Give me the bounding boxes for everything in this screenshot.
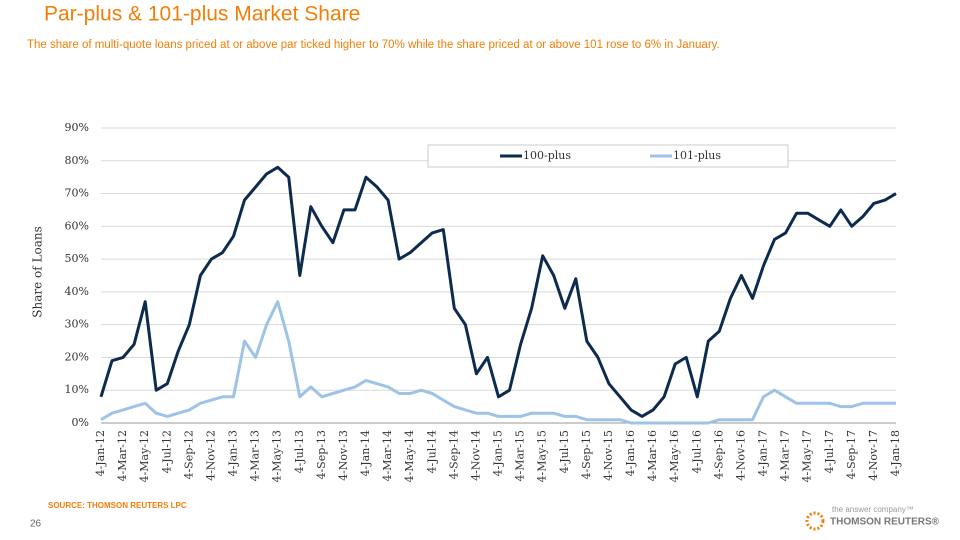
x-tick-label: 4-Jan-12 — [94, 430, 107, 476]
x-tick-label: 4-Nov-15 — [602, 430, 615, 481]
x-tick-label: 4-Jan-15 — [492, 430, 505, 476]
y-tick-label: 20% — [65, 350, 89, 363]
legend-box — [427, 144, 789, 168]
x-tick-label: 4-Jan-17 — [757, 430, 770, 476]
y-tick-label: 50% — [65, 252, 89, 265]
brand-logo — [805, 511, 825, 531]
x-tick-label: 4-Mar-16 — [646, 430, 659, 482]
x-tick-label: 4-May-14 — [403, 430, 416, 482]
x-tick-label: 4-Sep-15 — [580, 430, 593, 480]
x-tick-label: 4-Sep-14 — [447, 430, 460, 480]
x-tick-label: 4-Sep-13 — [315, 430, 328, 480]
series-line — [100, 300, 896, 425]
x-tick-label: 4-Jul-14 — [425, 430, 438, 473]
x-tick-label: 4-Jan-18 — [889, 430, 902, 476]
x-tick-label: 4-Nov-17 — [867, 430, 880, 481]
x-tick-label: 4-May-15 — [536, 430, 549, 482]
y-tick-label: 80% — [65, 154, 89, 167]
legend-label: 101-plus — [673, 149, 721, 162]
source-note: SOURCE: THOMSON REUTERS LPC — [48, 501, 187, 510]
x-tick-label: 4-Sep-12 — [182, 430, 195, 480]
x-tick-label: 4-Sep-17 — [845, 430, 858, 480]
slide-subtitle: The share of multi-quote loans priced at… — [27, 39, 720, 51]
y-tick-label: 0% — [72, 416, 89, 429]
x-tick-label: 4-Mar-12 — [116, 430, 129, 482]
x-tick-label: 4-Mar-17 — [779, 430, 792, 482]
x-tick-label: 4-Nov-16 — [734, 430, 747, 481]
x-tick-label: 4-Jul-15 — [558, 430, 571, 473]
x-tick-label: 4-Mar-13 — [249, 430, 262, 482]
x-tick-label: 4-Jul-17 — [823, 430, 836, 473]
slide-title: Par-plus & 101-plus Market Share — [44, 3, 360, 26]
y-tick-label: 60% — [65, 219, 89, 232]
x-tick-label: 4-Sep-16 — [712, 430, 725, 480]
y-tick-label: 10% — [65, 383, 89, 396]
x-tick-label: 4-May-12 — [138, 430, 151, 482]
x-tick-label: 4-May-16 — [668, 430, 681, 482]
x-tick-label: 4-Mar-15 — [514, 430, 527, 482]
legend-label: 100-plus — [523, 149, 571, 162]
series-line — [99, 165, 897, 418]
y-tick-label: 90% — [65, 121, 89, 134]
x-tick-label: 4-Jan-16 — [624, 430, 637, 476]
x-tick-label: 4-Mar-14 — [381, 430, 394, 482]
x-tick-label: 4-Nov-13 — [337, 430, 350, 481]
x-tick-label: 4-Nov-14 — [469, 430, 482, 481]
page-number: 26 — [30, 519, 42, 530]
x-tick-label: 4-Nov-12 — [204, 430, 217, 481]
x-tick-label: 4-Jul-16 — [690, 430, 703, 473]
x-tick-label: 4-Jul-13 — [293, 430, 306, 473]
x-tick-label: 4-Jan-13 — [227, 430, 240, 476]
brand-name: THOMSON REUTERS® — [830, 517, 940, 528]
y-tick-label: 40% — [65, 285, 89, 298]
x-tick-label: 4-Jul-12 — [160, 430, 173, 473]
y-tick-label: 30% — [65, 318, 89, 331]
x-tick-label: 4-May-13 — [271, 430, 284, 482]
brand-tagline: the answer company™ — [832, 505, 914, 514]
y-axis-label: Share of Loans — [31, 226, 45, 317]
y-tick-label: 70% — [65, 187, 89, 200]
x-tick-label: 4-Jan-14 — [359, 430, 372, 476]
x-tick-label: 4-May-17 — [801, 430, 814, 482]
plot-area: 0% 10% 20% 30% 40% 50% 60% 70% 80% 90% 4-Jan-12 4-M… — [65, 121, 902, 482]
